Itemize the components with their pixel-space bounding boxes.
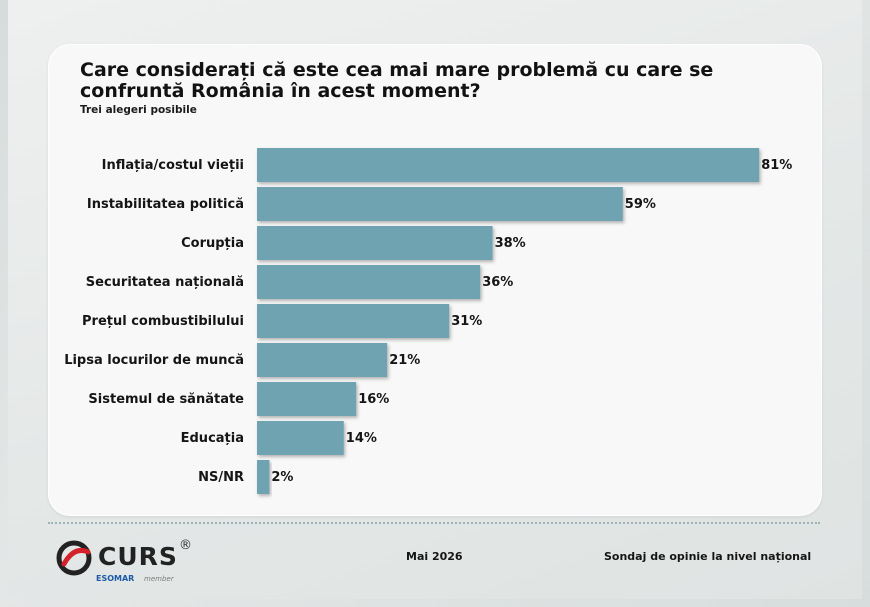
survey-date: Mai 2026	[406, 550, 463, 563]
bar-8	[257, 421, 344, 455]
category-label: Inflația/costul vieții	[102, 158, 244, 173]
curs-logo-icon	[56, 540, 92, 576]
survey-source: Sondaj de opinie la nivel național	[604, 550, 812, 563]
bar-9	[257, 460, 270, 494]
footer-divider	[48, 522, 820, 524]
category-label: Lipsa locurilor de muncă	[64, 353, 244, 368]
bar-1	[257, 148, 760, 182]
category-label: Instabilitatea politică	[87, 197, 244, 212]
category-label: Corupția	[181, 236, 244, 251]
value-label: 21%	[389, 353, 420, 368]
bar-2	[257, 187, 623, 221]
category-label: Securitatea națională	[86, 275, 244, 290]
bar-3	[257, 226, 493, 260]
brand-name: CURS	[98, 542, 178, 571]
chart-title: Care considerați că este cea mai mare pr…	[80, 59, 714, 102]
esomar-label: ESOMAR	[96, 574, 135, 583]
bar-6	[257, 343, 388, 377]
value-label: 36%	[482, 275, 513, 290]
chart-subtitle: Trei alegeri posibile	[80, 104, 197, 116]
bar-4	[257, 265, 481, 299]
curs-logo: CURS ® ESOMAR member	[56, 538, 206, 590]
value-label: 81%	[761, 158, 792, 173]
bar-5	[257, 304, 450, 338]
category-label: Sistemul de sănătate	[88, 392, 244, 407]
bar-7	[257, 382, 357, 416]
value-label: 38%	[495, 236, 526, 251]
value-label: 16%	[358, 392, 389, 407]
category-label: NS/NR	[198, 470, 244, 485]
category-label: Prețul combustibilului	[82, 314, 244, 329]
bars-group: Inflația/costul vieții 81% Instabilitatea …	[64, 148, 792, 494]
member-label: member	[144, 575, 174, 583]
value-label: 59%	[625, 197, 656, 212]
value-label: 2%	[271, 470, 293, 485]
registered-mark: ®	[179, 538, 192, 553]
category-label: Educația	[181, 431, 244, 446]
value-label: 14%	[346, 431, 377, 446]
value-label: 31%	[451, 314, 482, 329]
